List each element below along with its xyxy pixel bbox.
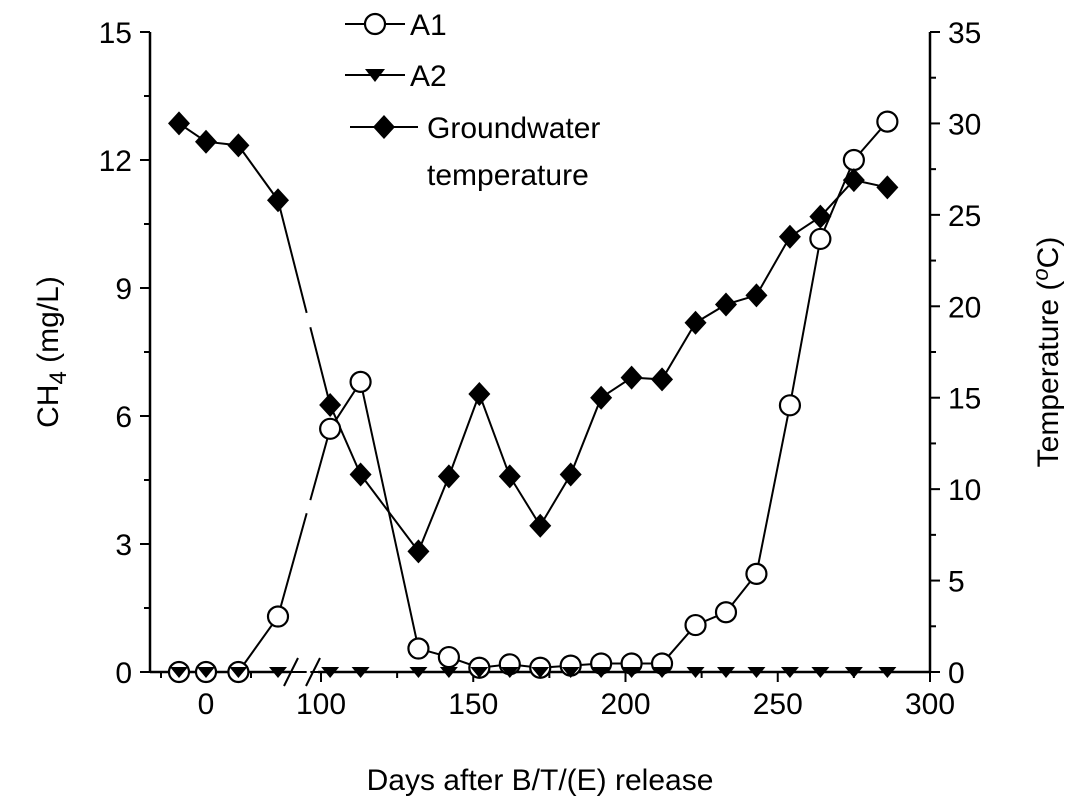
marker-a2 <box>500 667 519 678</box>
x-tick-label: 300 <box>905 688 955 721</box>
y-right-tick-label: 10 <box>948 474 981 507</box>
marker-temperature <box>168 111 190 136</box>
marker-a2 <box>470 667 489 678</box>
marker-a2 <box>686 667 705 678</box>
marker-temperature <box>468 382 491 407</box>
x-axis-label: Days after B/T/(E) release <box>367 764 714 797</box>
marker-temperature <box>876 175 899 200</box>
marker-temperature <box>267 188 289 213</box>
y-right-tick-label: 25 <box>948 200 981 233</box>
y-right-tick-label: 20 <box>948 291 981 324</box>
marker-a2 <box>561 667 580 678</box>
marker-temperature <box>195 129 217 154</box>
marker-temperature <box>407 539 430 564</box>
y-left-tick-label: 9 <box>115 273 132 306</box>
marker-a2 <box>592 667 611 678</box>
y-axis-right-label-main: Temperature ( <box>1032 281 1065 468</box>
marker-temperature <box>842 168 865 193</box>
marker-temperature <box>684 310 707 335</box>
marker-a2 <box>351 667 370 678</box>
marker-a2 <box>622 667 641 678</box>
series-line-0 <box>179 513 308 673</box>
x-tick-label: 100 <box>296 688 346 721</box>
y-right-tick-label: 15 <box>948 383 981 416</box>
marker-a1 <box>349 370 372 393</box>
marker-temperature <box>620 365 643 390</box>
marker-a1 <box>684 613 707 637</box>
legend-label-line: A2 <box>410 60 447 93</box>
legend-label-1: A2 <box>410 60 447 93</box>
marker-a1 <box>809 227 832 251</box>
legend-marker-a2 <box>365 69 385 82</box>
y-left-tick-label: 6 <box>115 401 132 434</box>
marker-temperature <box>498 464 521 489</box>
marker-a2 <box>409 667 428 678</box>
marker-temperature <box>745 283 768 308</box>
marker-a2 <box>269 667 287 678</box>
marker-a2 <box>747 667 766 678</box>
marker-temperature <box>437 464 460 489</box>
marker-temperature <box>227 133 250 158</box>
marker-a2 <box>653 667 672 678</box>
series-line-2 <box>309 179 888 554</box>
y-right-tick-label: 30 <box>948 108 981 141</box>
marker-a2 <box>531 667 550 678</box>
marker-a2 <box>844 667 863 678</box>
marker-a2 <box>321 667 340 678</box>
marker-a1 <box>437 645 460 669</box>
legend-label-line: temperature <box>427 159 589 192</box>
x-tick-label: 0 <box>198 688 215 721</box>
y-axis-left-label-main: CH <box>32 385 65 428</box>
legend-label-0: A1 <box>410 9 447 42</box>
y-axis-left-label-subscript: 4 <box>45 371 72 384</box>
y-axis-right-label: Temperature (oC) <box>1028 237 1065 468</box>
x-tick-label: 200 <box>600 688 650 721</box>
marker-a1 <box>319 417 342 440</box>
marker-temperature <box>319 393 342 418</box>
legend-marker-a1 <box>363 12 387 36</box>
marker-a2 <box>878 667 897 678</box>
y-right-tick-label: 0 <box>948 657 965 690</box>
marker-a2 <box>439 667 458 678</box>
marker-temperature <box>529 513 552 538</box>
y-axis-left-label-unit: (mg/L) <box>32 276 65 371</box>
y-axis-right-label-degree: o <box>1028 268 1053 280</box>
marker-a1 <box>714 601 738 624</box>
x-tick-label: 250 <box>753 688 803 721</box>
marker-temperature <box>714 292 737 317</box>
marker-a2 <box>716 667 735 678</box>
legend-label-line: Groundwater <box>427 112 600 145</box>
marker-temperature <box>778 224 801 249</box>
marker-temperature <box>651 367 674 392</box>
x-tick-label: 150 <box>448 688 498 721</box>
y-left-tick-label: 3 <box>115 529 132 562</box>
marker-a1 <box>842 148 865 172</box>
y-right-tick-label: 5 <box>948 566 965 599</box>
y-right-tick-label: 35 <box>948 17 981 50</box>
marker-a2 <box>170 667 188 678</box>
y-axis-right-label-unit: C) <box>1032 237 1065 269</box>
legend-label-line: A1 <box>410 9 447 42</box>
y-axis-left-label: CH4 (mg/L) <box>32 276 72 428</box>
marker-a1 <box>876 110 899 133</box>
marker-a1 <box>266 605 290 628</box>
marker-a1 <box>778 394 802 417</box>
marker-temperature <box>809 204 832 229</box>
marker-a2 <box>229 667 248 678</box>
marker-temperature <box>349 462 372 487</box>
marker-a2 <box>780 667 799 678</box>
y-left-tick-label: 12 <box>99 145 132 178</box>
marker-temperature <box>590 385 613 410</box>
y-left-tick-label: 15 <box>99 17 132 50</box>
marker-a1 <box>407 637 430 660</box>
marker-a2 <box>197 667 215 678</box>
marker-a1 <box>745 562 768 585</box>
marker-temperature <box>559 462 582 487</box>
legend-label-2: Groundwater temperature <box>427 112 600 192</box>
legend-marker-temperature <box>373 115 395 139</box>
y-left-tick-label: 0 <box>115 657 132 690</box>
marker-a2 <box>811 667 830 678</box>
